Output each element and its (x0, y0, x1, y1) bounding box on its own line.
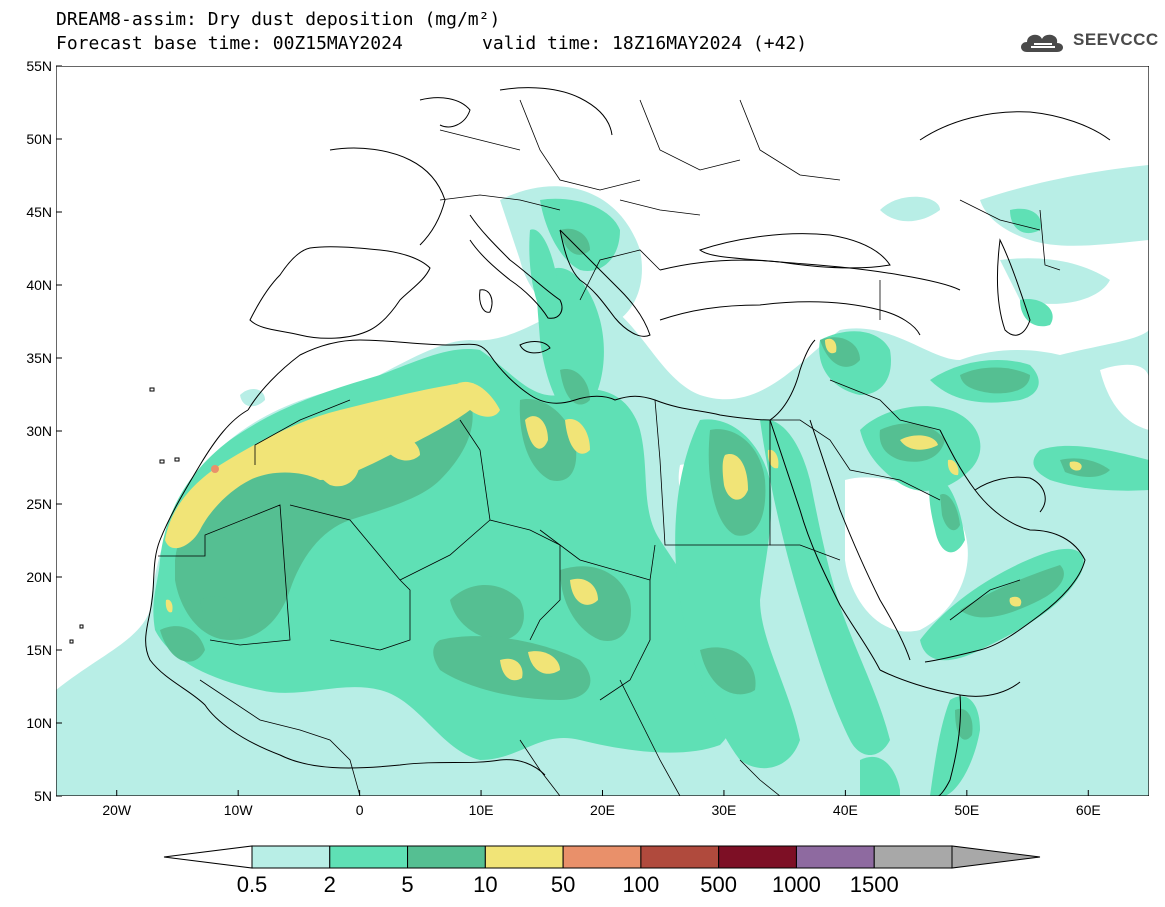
colorbar-swatch (251, 845, 331, 869)
map-axes: 20W 10W 0 10E 20E 30E 40E 50E 60E 55N 50N 45N 40N 35N… (26, 58, 1100, 818)
logo-text: SEEVCCC (1073, 30, 1159, 49)
lon-tick-label: 60E (1076, 802, 1101, 818)
colorbar-level-label: 50 (551, 872, 575, 897)
lon-tick-label: 50E (954, 802, 979, 818)
map-title: DREAM8-assim: Dry dust deposition (mg/m²… (56, 9, 501, 30)
colorbar-under-triangle (163, 845, 253, 869)
lat-tick-label: 50N (26, 131, 52, 147)
colorbar-level-label: 1000 (772, 872, 821, 897)
colorbar-swatch (407, 845, 486, 869)
lat-tick-label: 10N (26, 715, 52, 731)
lat-tick-label: 35N (26, 350, 52, 366)
dust-level-10 (165, 338, 1082, 681)
lat-tick-label: 55N (26, 58, 52, 74)
colorbar-swatch (640, 845, 720, 869)
lat-tick-label: 5N (34, 788, 52, 804)
country-borders (158, 99, 1061, 796)
colorbar-legend: 0.5 2 5 10 50 100 500 1000 1500 (163, 845, 1041, 897)
colorbar-swatch (718, 845, 797, 869)
colorbar-over-triangle (951, 845, 1041, 869)
lon-tick-label: 20W (102, 802, 132, 818)
lat-tick-label: 40N (26, 277, 52, 293)
colorbar-level-label: 5 (401, 872, 413, 897)
colorbar-level-label: 1500 (850, 872, 899, 897)
colorbar-level-label: 2 (324, 872, 336, 897)
valid-time: valid time: 18Z16MAY2024 (+42) (482, 33, 808, 54)
lon-tick-label: 10W (224, 802, 254, 818)
map-plot-area (56, 66, 1149, 796)
lat-tick-label: 45N (26, 204, 52, 220)
lat-tick-label: 15N (26, 642, 52, 658)
colorbar-level-label: 10 (473, 872, 497, 897)
colorbar-level-label: 0.5 (237, 872, 268, 897)
colorbar-level-label: 100 (623, 872, 660, 897)
seevccc-logo: SEEVCCC (1017, 24, 1159, 58)
dust-level-50 (211, 465, 219, 473)
forecast-base-time: Forecast base time: 00Z15MAY2024 (56, 33, 403, 54)
colorbar-swatch (795, 845, 875, 869)
lon-tick-label: 30E (711, 802, 736, 818)
colorbar-swatch (329, 845, 409, 869)
lon-tick-label: 10E (469, 802, 494, 818)
colorbar-swatch (562, 845, 642, 869)
cloud-icon (1021, 34, 1063, 52)
colorbar-swatch (873, 845, 953, 869)
lon-tick-label: 0 (356, 802, 364, 818)
lon-tick-label: 20E (590, 802, 615, 818)
colorbar-level-label: 500 (700, 872, 737, 897)
coastlines (69, 87, 1111, 796)
colorbar-swatch (484, 845, 564, 869)
lat-tick-label: 20N (26, 569, 52, 585)
lon-tick-label: 40E (833, 802, 858, 818)
lat-tick-label: 30N (26, 423, 52, 439)
lat-tick-label: 25N (26, 496, 52, 512)
